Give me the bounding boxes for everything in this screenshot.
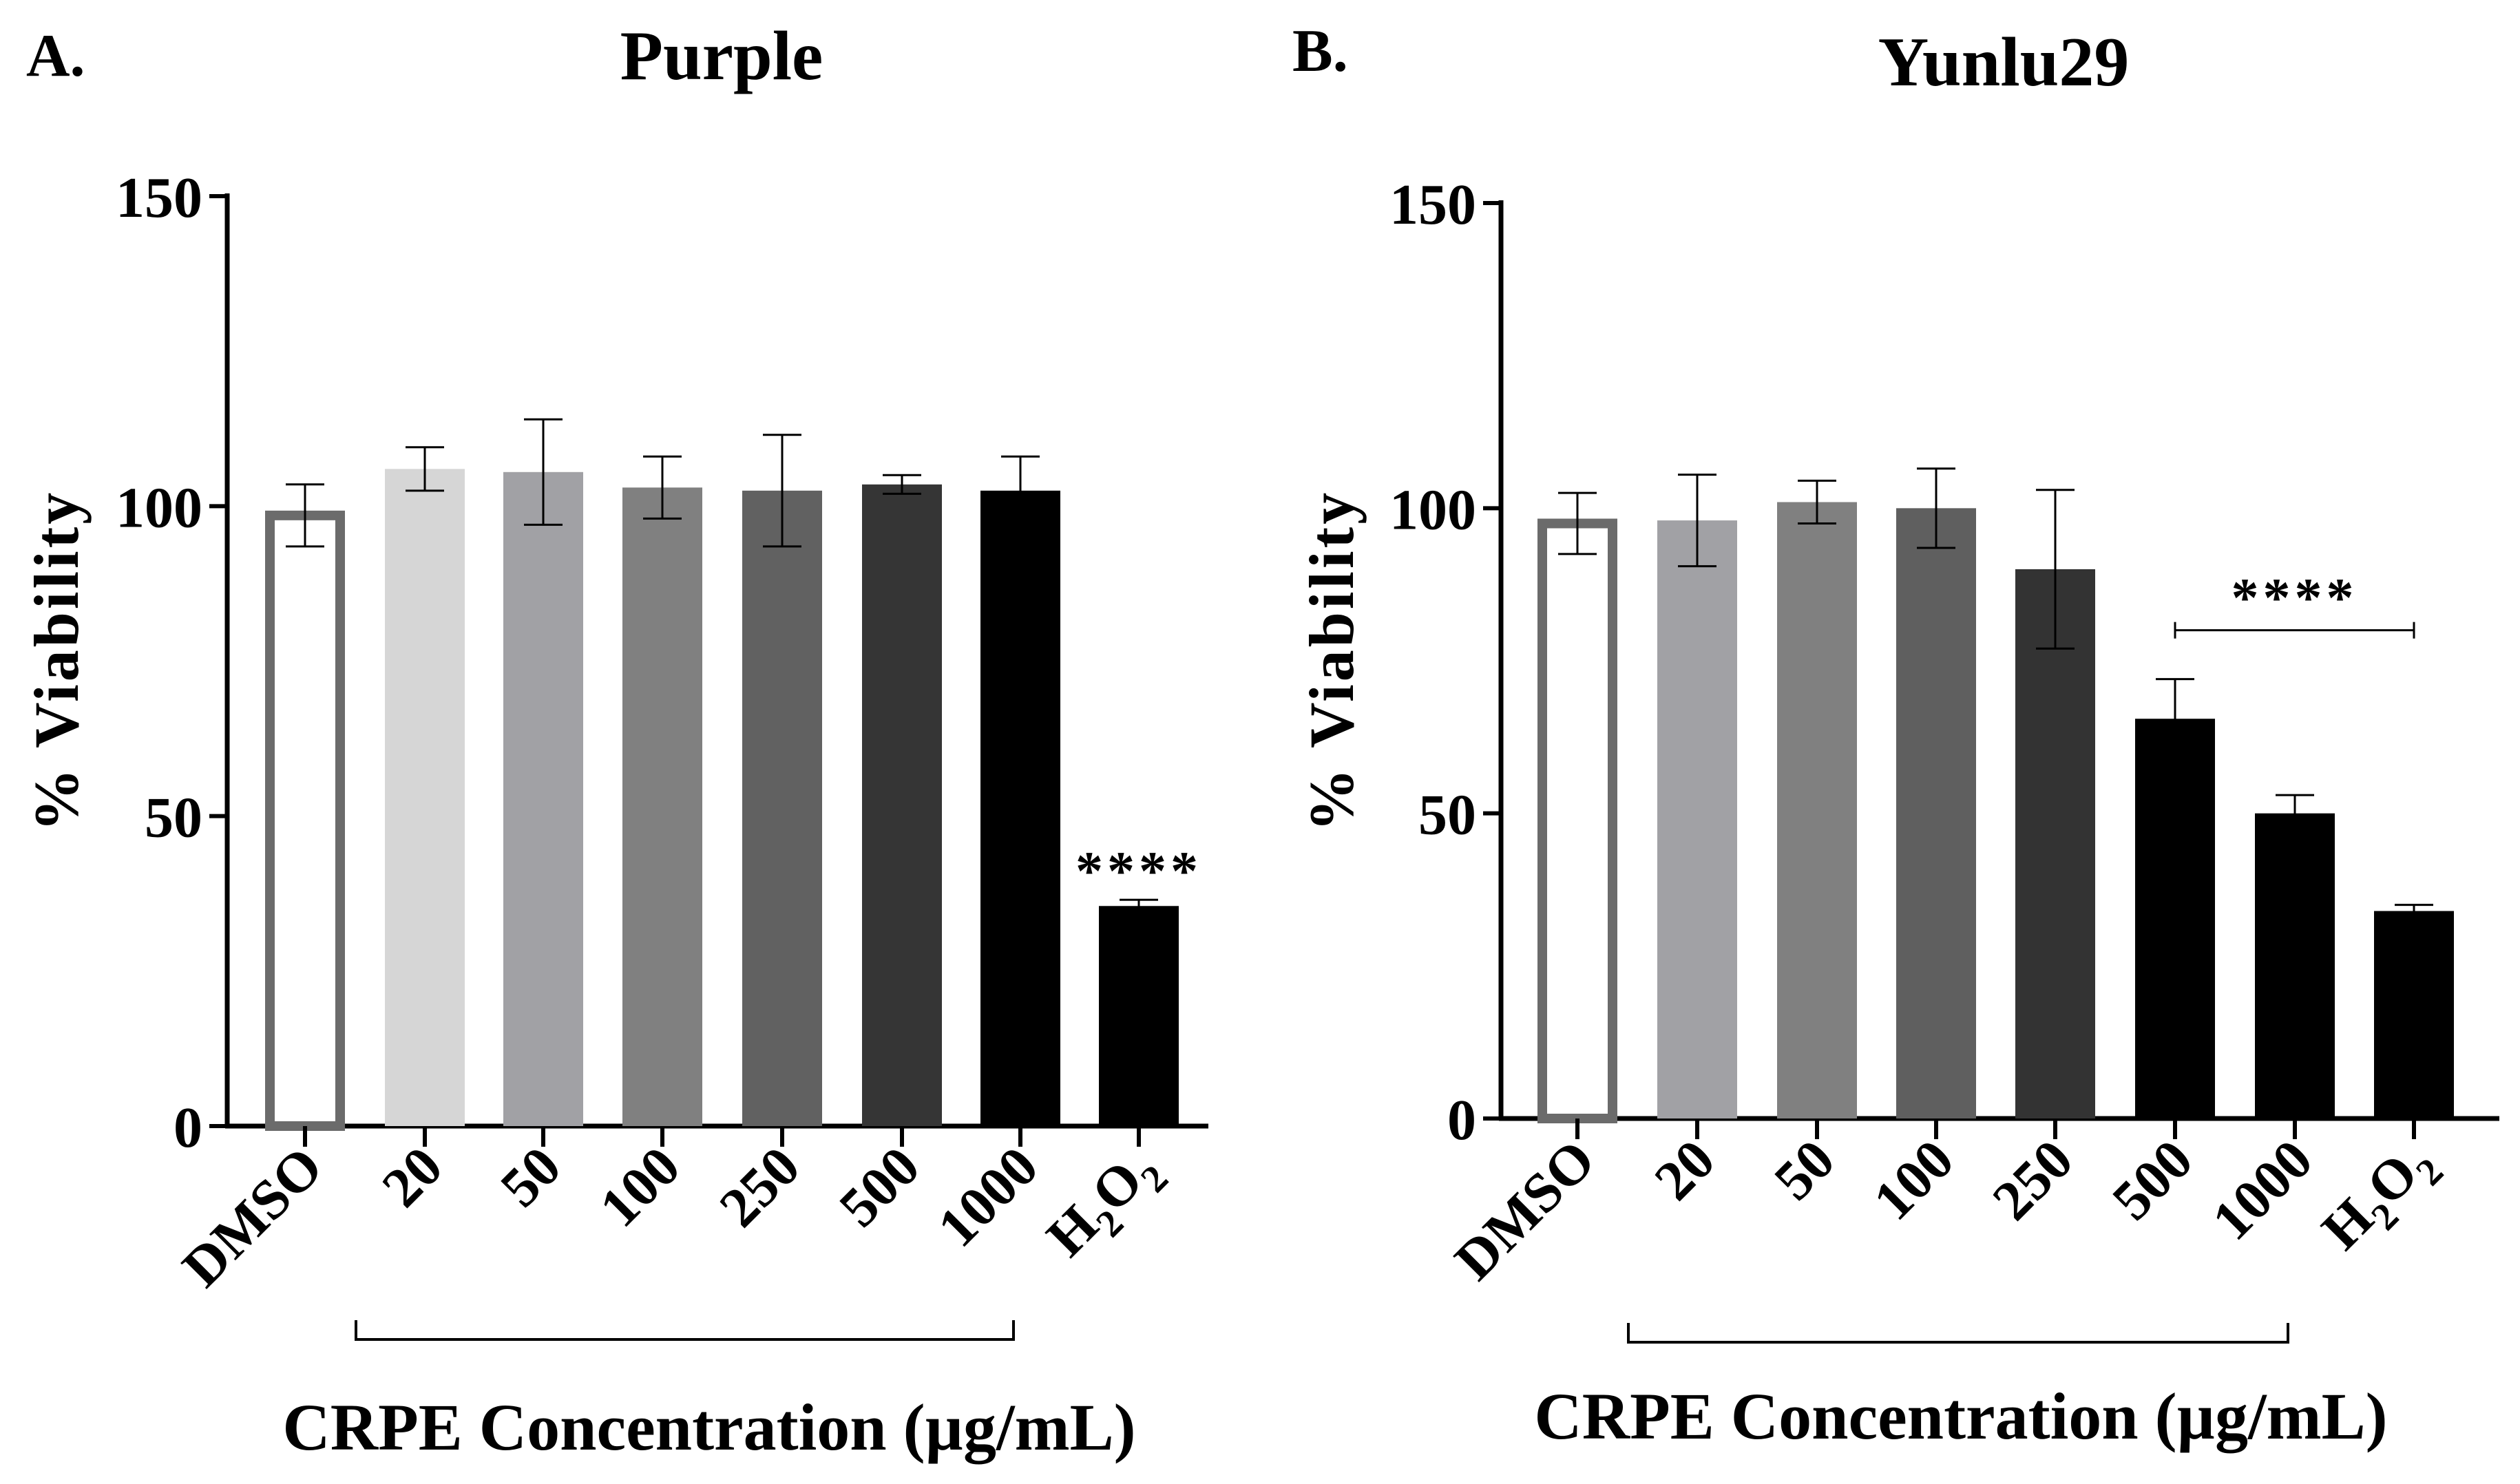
bar-dmso (265, 510, 345, 1131)
x-tick-label-100: 100 (1861, 1127, 1965, 1231)
x-axis-label: CRPE Concentration (µg/mL) (282, 1390, 1135, 1464)
x-tick-label-50: 50 (488, 1134, 572, 1218)
y-tick-label: 150 (1389, 173, 1476, 237)
bar-100 (1896, 508, 1976, 1119)
panel-label: A. (26, 23, 85, 89)
x-tick-label-20: 20 (370, 1134, 454, 1218)
x-tick-label-20: 20 (1642, 1127, 1726, 1211)
y-tick-label: 50 (145, 786, 202, 850)
significance-stars: **** (2232, 569, 2358, 629)
bar-1000 (2255, 813, 2335, 1119)
y-tick-label: 150 (116, 166, 202, 230)
y-tick-label: 50 (1418, 783, 1476, 847)
bar-500 (862, 484, 942, 1126)
bar-250 (742, 490, 822, 1126)
concentration-bracket (355, 1320, 1015, 1341)
bar-h2o2 (1099, 906, 1179, 1126)
x-tick-label-250: 250 (707, 1134, 811, 1238)
y-tick-label: 0 (1447, 1088, 1476, 1152)
x-tick-label-h2o2: H2O2 (2310, 1127, 2452, 1269)
x-tick-label-100: 100 (587, 1134, 691, 1238)
bar-100 (622, 487, 702, 1126)
x-tick-label-500: 500 (827, 1134, 931, 1238)
bar-h2o2 (2374, 911, 2454, 1119)
bar-dmso (1537, 518, 1617, 1123)
bar-50 (503, 471, 583, 1126)
x-tick-label-h2o2: H2O2 (1035, 1134, 1177, 1276)
bar-20 (1657, 520, 1737, 1119)
x-tick-label-dmso: DMSO (1442, 1127, 1606, 1291)
x-axis-label: CRPE Concentration (µg/mL) (1534, 1379, 2387, 1453)
chart-title: Yunlu29 (1878, 23, 2130, 101)
x-tick-label-1000: 1000 (2200, 1127, 2324, 1251)
y-tick-label: 0 (174, 1096, 202, 1160)
y-axis-label: % Viability (21, 490, 92, 831)
significance-stars: **** (1075, 841, 1202, 902)
bar-20 (385, 469, 465, 1126)
x-tick-label-250: 250 (1980, 1127, 2084, 1231)
y-tick-label: 100 (1389, 478, 1476, 542)
concentration-bracket (1627, 1323, 2289, 1344)
x-tick-label-1000: 1000 (925, 1134, 1049, 1258)
bar-50 (1777, 502, 1857, 1119)
x-tick-label-500: 500 (2100, 1127, 2204, 1231)
x-tick-label-50: 50 (1762, 1127, 1846, 1211)
bar-500 (2135, 719, 2215, 1119)
chart-title: Purple (620, 17, 823, 95)
bar-250 (2015, 569, 2095, 1119)
y-tick-label: 100 (116, 476, 202, 540)
y-axis-label: % Viability (1296, 490, 1367, 831)
bar-1000 (980, 490, 1060, 1126)
panel-label: B. (1292, 18, 1348, 85)
